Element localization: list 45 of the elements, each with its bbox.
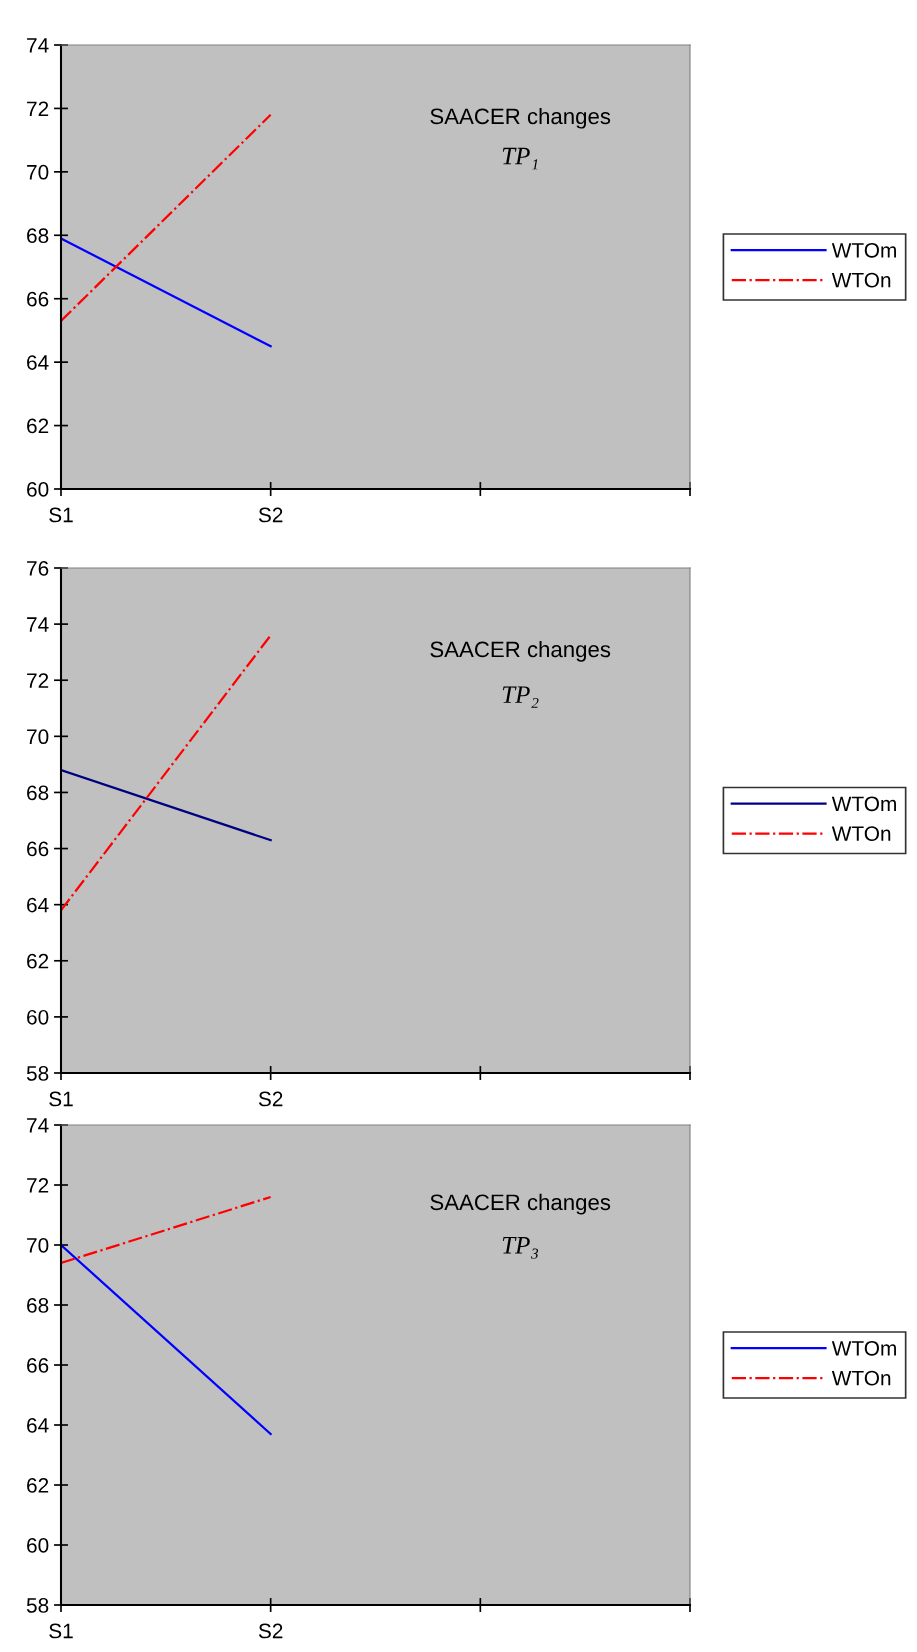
- y-tick-label: 66: [27, 841, 49, 857]
- annotation: SAACER changes: [430, 107, 611, 129]
- x-tick-label: S1: [49, 1091, 73, 1107]
- y-tick-label: 70: [27, 729, 49, 745]
- x-tick-label: S1: [49, 507, 73, 523]
- y-tick-label: 74: [27, 38, 49, 53]
- legend-label: WTOm: [831, 796, 896, 812]
- y-tick-label: 72: [27, 673, 49, 688]
- y-tick-label: 72: [27, 101, 49, 116]
- annotation: TP₃: [502, 1237, 539, 1259]
- legend-label: WTOn: [831, 1370, 891, 1386]
- y-tick-label: 64: [27, 355, 49, 370]
- y-tick-label: 60: [27, 1009, 49, 1025]
- y-tick-label: 72: [27, 1178, 49, 1193]
- annotation: TP₁: [502, 147, 538, 170]
- annotation: TP₂: [502, 686, 539, 708]
- legend-label: WTOm: [831, 1340, 896, 1356]
- x-tick-label: S2: [258, 1091, 283, 1107]
- y-tick-label: 62: [27, 418, 49, 434]
- y-tick-label: 60: [27, 482, 49, 497]
- annotation: SAACER changes: [430, 1193, 611, 1215]
- y-tick-label: 74: [27, 617, 49, 632]
- y-tick-label: 68: [27, 228, 49, 244]
- x-tick-label: S2: [258, 507, 283, 523]
- y-tick-label: 66: [27, 1358, 49, 1373]
- x-tick-label: S1: [49, 1623, 73, 1639]
- y-tick-label: 60: [27, 1538, 49, 1553]
- legend-label: WTOn: [831, 272, 891, 288]
- y-tick-label: 74: [27, 1118, 49, 1133]
- y-tick-label: 62: [27, 1478, 49, 1493]
- y-tick-label: 70: [27, 164, 49, 180]
- y-tick-label: 70: [27, 1238, 49, 1253]
- y-tick-label: 64: [27, 1418, 49, 1433]
- y-tick-label: 58: [26, 1066, 49, 1081]
- y-tick-label: 68: [27, 1298, 49, 1313]
- y-tick-label: 68: [27, 785, 49, 801]
- legend-label: WTOn: [831, 826, 891, 842]
- annotation: SAACER changes: [430, 640, 611, 662]
- y-tick-label: 76: [27, 561, 49, 576]
- legend-label: WTOm: [831, 242, 896, 258]
- y-tick-label: 66: [27, 291, 49, 307]
- x-tick-label: S2: [258, 1623, 283, 1639]
- y-tick-label: 64: [27, 897, 49, 913]
- y-tick-label: 62: [27, 953, 49, 969]
- y-tick-label: 58: [26, 1598, 49, 1613]
